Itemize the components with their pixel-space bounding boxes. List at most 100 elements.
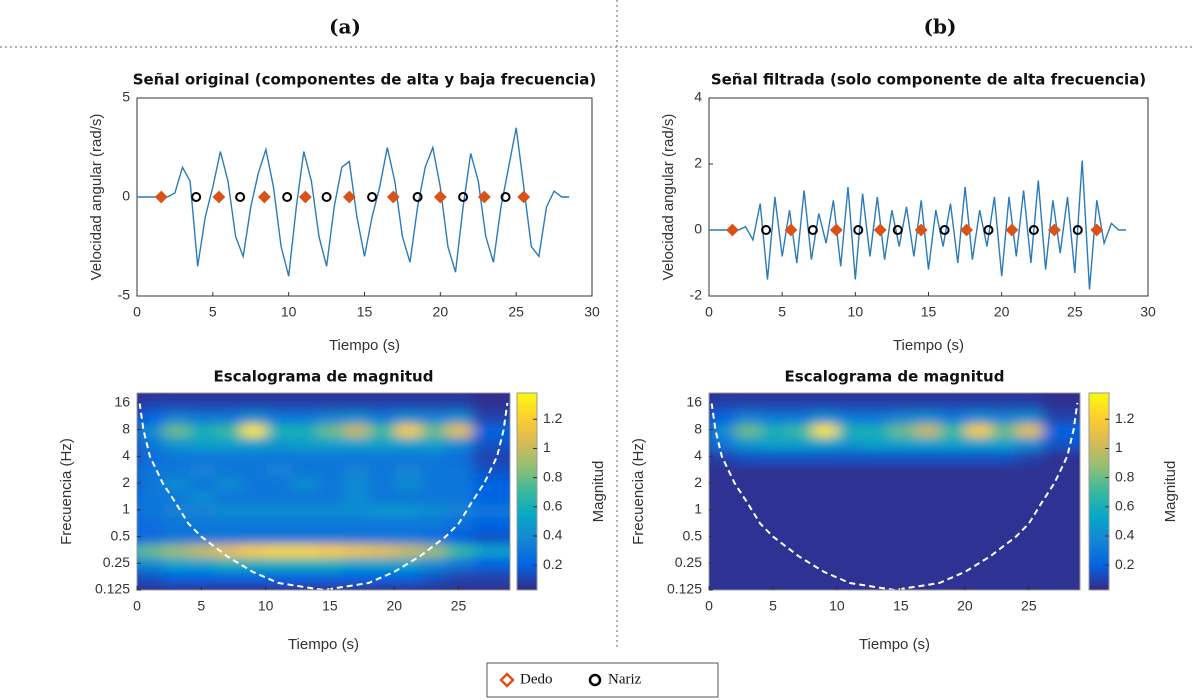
y-tick-label: 8 (694, 420, 702, 436)
y-tick-label: -2 (690, 287, 703, 303)
heatmap-cell (472, 435, 510, 451)
heatmap-cell (395, 582, 445, 590)
y-axis-label: Frecuencia (Hz) (630, 438, 647, 545)
heatmap-cell (472, 528, 510, 545)
heatmap-cell (472, 542, 510, 558)
marker (1005, 223, 1019, 237)
heatmap-cells (709, 395, 1080, 590)
heatmap-cell (1042, 395, 1080, 411)
heatmap-cell (709, 582, 760, 590)
heatmap-cell (472, 395, 510, 411)
heatmap-cell (446, 582, 497, 590)
y-tick-label: 16 (114, 394, 130, 410)
x-axis-label: Tiempo (s) (329, 337, 400, 354)
heatmap-cell (472, 515, 510, 531)
colorbar-tick-label: 1 (1115, 439, 1123, 455)
x-tick-label: 5 (778, 304, 786, 320)
colorbar-label: Magnitud (590, 461, 607, 523)
colorbar-tick-label: 1.2 (1115, 410, 1135, 426)
heatmap-cell (1042, 515, 1080, 531)
heatmap-cells (137, 395, 510, 590)
heatmap-cell (266, 582, 317, 590)
x-tick-label: 25 (451, 598, 467, 614)
colorbar-tick-label: 0.6 (543, 498, 563, 514)
marker (983, 225, 994, 235)
marker (892, 225, 903, 235)
heatmap-cell (965, 582, 1016, 590)
marker (914, 223, 928, 237)
marker (873, 223, 887, 237)
heatmap-cell (317, 582, 368, 590)
y-tick-label: -5 (118, 287, 131, 303)
marker (298, 190, 312, 204)
y-tick-label: 0.25 (103, 554, 130, 570)
colorbar-tick-label: 0.2 (1115, 556, 1135, 572)
y-tick-label: 0 (694, 221, 702, 237)
y-tick-label: 2 (122, 474, 130, 490)
heatmap-cell (163, 582, 214, 590)
cone-of-influence (138, 402, 509, 590)
marker (235, 192, 246, 202)
marker (725, 223, 739, 237)
y-tick-label: 2 (694, 155, 702, 171)
colorbar-tick-label: 1 (543, 439, 551, 455)
heatmap-cell (786, 582, 837, 590)
heatmap-cell (420, 582, 471, 590)
panel-label: (b) (924, 15, 957, 39)
y-tick-label: 0.125 (95, 581, 130, 597)
heatmap-cell (215, 582, 265, 590)
marker (517, 190, 531, 204)
heatmap-cell (1042, 555, 1080, 571)
marker (939, 225, 950, 235)
heatmap-cell (472, 462, 510, 478)
heatmap-cell (1042, 462, 1080, 478)
marker (1028, 225, 1039, 235)
marker (342, 190, 356, 204)
legend-box (486, 662, 719, 698)
marker (960, 223, 973, 237)
y-tick-label: 16 (686, 394, 702, 410)
colorbar-tick-label: 0.2 (543, 556, 563, 572)
panel-label: (a) (329, 15, 361, 39)
marker (853, 225, 864, 235)
heatmap-cell (137, 582, 188, 590)
marker (212, 190, 226, 204)
heatmap-cell (472, 555, 510, 571)
heatmap-cell (472, 568, 510, 585)
marker (321, 192, 332, 202)
y-tick-label: 4 (122, 447, 130, 463)
heatmap-cell (760, 582, 811, 590)
x-tick-label: 15 (921, 304, 937, 320)
heatmap-cell (292, 582, 342, 590)
x-tick-label: 15 (893, 598, 909, 614)
x-tick-label: 10 (848, 304, 864, 320)
heatmap-cell (1016, 582, 1067, 590)
heatmap-cell (472, 582, 510, 590)
y-tick-label: 8 (122, 420, 130, 436)
x-tick-label: 20 (386, 598, 402, 614)
heatmap-cell (1042, 502, 1080, 518)
colorbar-tick-label: 0.6 (1115, 498, 1135, 514)
legend: Dedo Nariz (486, 662, 719, 698)
heatmap-cell (863, 582, 913, 590)
heatmap-cell (837, 582, 888, 590)
x-tick-label: 25 (1021, 598, 1037, 614)
x-tick-label: 15 (357, 304, 373, 320)
y-tick-label: 1 (122, 501, 130, 517)
x-tick-label: 0 (133, 304, 141, 320)
legend-label: Dedo (520, 671, 553, 687)
heatmap-cell (189, 582, 240, 590)
heatmap-cell (472, 488, 510, 505)
marker (500, 192, 511, 202)
y-tick-label: 4 (694, 447, 702, 463)
marker (1072, 225, 1083, 235)
x-tick-label: 30 (1140, 304, 1156, 320)
x-axis-label: Tiempo (s) (859, 636, 930, 653)
colorbar-tick-label: 0.4 (543, 527, 563, 543)
heatmap-cell (1042, 408, 1080, 425)
marker (257, 190, 271, 204)
marker (807, 225, 818, 235)
x-tick-label: 0 (705, 304, 713, 320)
x-tick-label: 20 (957, 598, 973, 614)
